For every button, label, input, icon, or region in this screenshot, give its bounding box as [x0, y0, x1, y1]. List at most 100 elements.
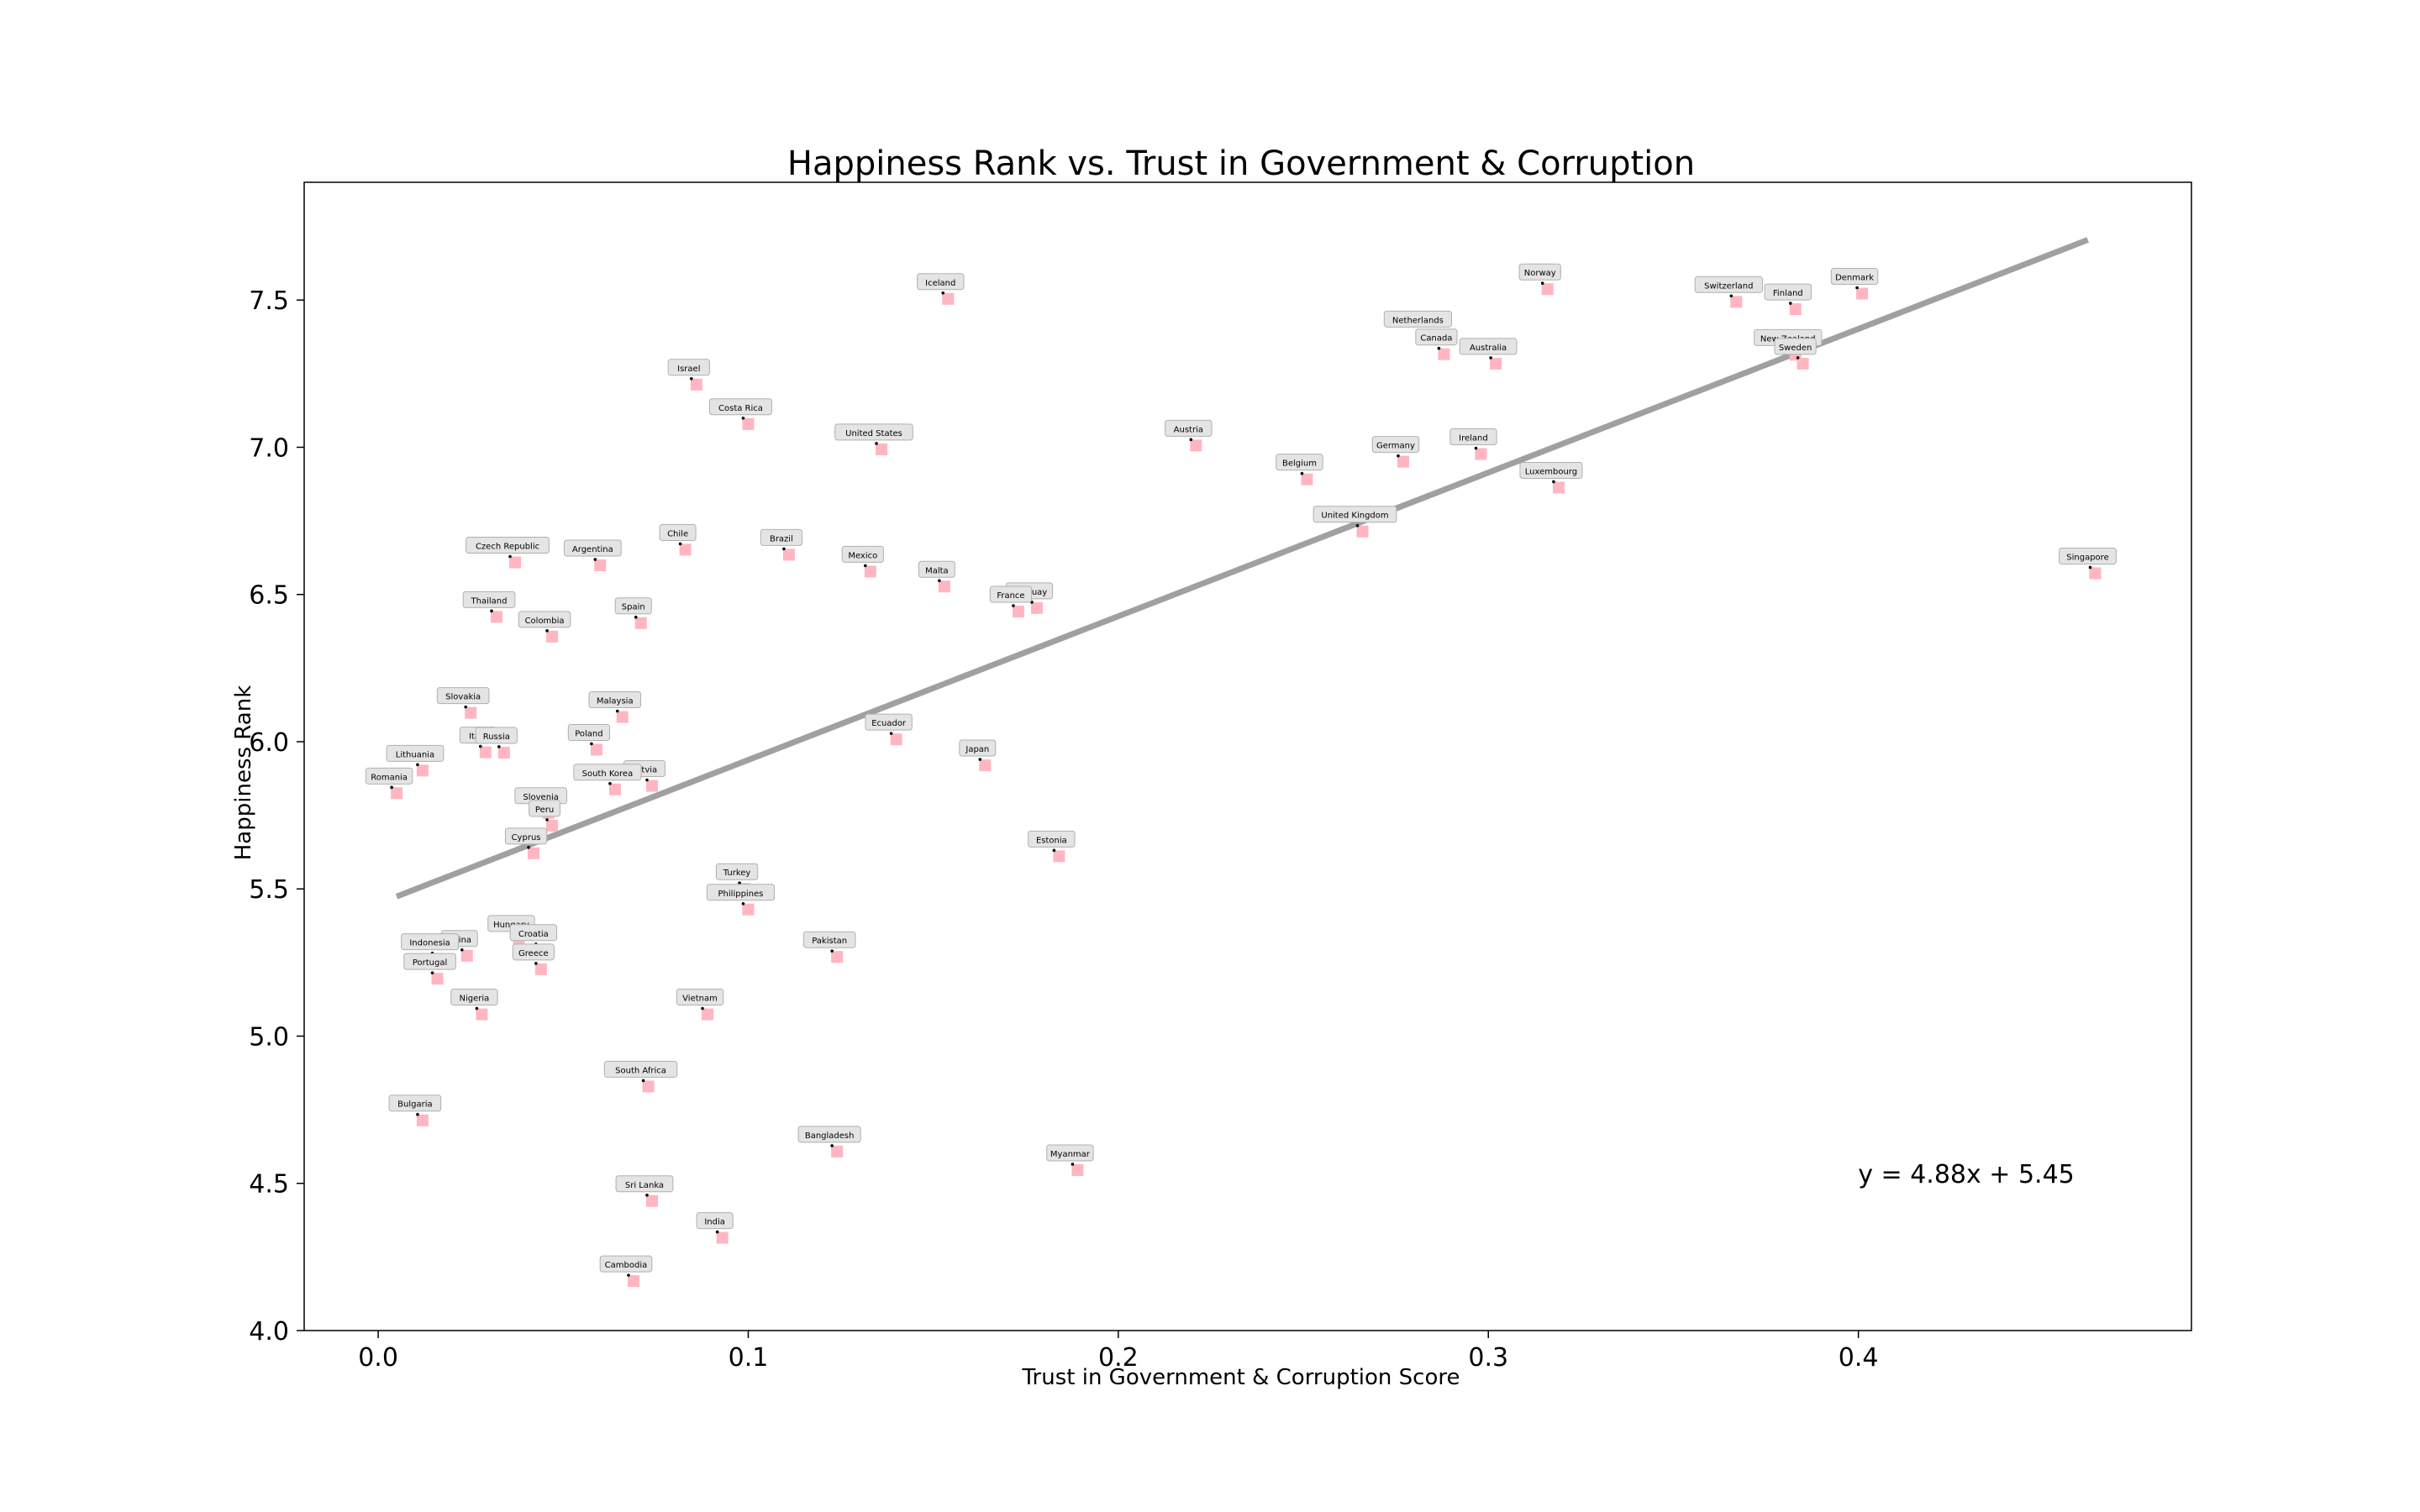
point-label-box	[462, 591, 516, 608]
x-tick-label: 0.1	[729, 1343, 769, 1373]
point-marker	[491, 611, 503, 623]
point-label-box	[918, 560, 955, 578]
point-label: Greece	[518, 949, 549, 958]
point-label-box	[504, 827, 548, 845]
point-anchor-dot	[545, 629, 549, 633]
data-point: France	[989, 585, 1033, 618]
point-marker	[679, 543, 692, 556]
point-label: Thailand	[471, 596, 508, 606]
point-marker	[479, 746, 492, 759]
point-marker	[702, 1008, 714, 1021]
point-anchor-dot	[527, 846, 530, 849]
point-marker	[1797, 357, 1809, 370]
point-label-box	[563, 539, 622, 557]
point-marker	[1490, 357, 1502, 370]
data-point: Sweden	[1774, 338, 1817, 370]
data-point: Bulgaria	[388, 1095, 442, 1126]
point-label: Ireland	[1459, 434, 1488, 444]
point-marker	[742, 903, 755, 916]
point-anchor-dot	[634, 615, 638, 619]
point-anchor-dot	[390, 785, 393, 790]
point-label-box	[573, 764, 642, 781]
point-label-box	[708, 398, 772, 416]
point-label: Australia	[1470, 344, 1507, 353]
point-label: Philippines	[718, 890, 764, 899]
point-label: South Africa	[615, 1066, 666, 1075]
point-marker	[1071, 1163, 1084, 1176]
point-label: Israel	[677, 365, 700, 374]
point-label-box	[466, 537, 550, 554]
point-label: Pakistan	[812, 937, 847, 946]
trendline-equation: y = 4.88x + 5.45	[1858, 1160, 2075, 1189]
point-label-box	[760, 528, 803, 546]
point-label-box	[1774, 338, 1817, 355]
point-label: Slovakia	[445, 693, 481, 702]
point-label-box	[567, 723, 611, 741]
point-anchor-dot	[615, 709, 619, 713]
point-marker	[1397, 455, 1409, 468]
point-anchor-dot	[1437, 346, 1441, 350]
point-anchor-dot	[1788, 302, 1792, 305]
point-anchor-dot	[889, 732, 893, 735]
point-label: Germany	[1376, 442, 1415, 451]
data-point: Nigeria	[450, 989, 498, 1021]
point-label-box	[1371, 436, 1420, 454]
point-anchor-dot	[741, 901, 745, 906]
point-label-box	[365, 767, 413, 785]
point-anchor-dot	[1012, 604, 1015, 607]
y-tick-label: 7.5	[249, 286, 289, 316]
point-marker	[497, 746, 510, 759]
point-label-box	[512, 943, 555, 961]
data-point: Costa Rica	[708, 398, 772, 430]
point-marker	[546, 819, 559, 832]
data-point: Czech Republic	[466, 537, 550, 569]
point-label-box	[475, 727, 518, 744]
point-anchor-dot	[1397, 454, 1400, 458]
point-marker	[890, 733, 902, 746]
point-label-box	[802, 931, 856, 948]
point-anchor-dot	[641, 1079, 645, 1083]
point-label-box	[696, 1212, 734, 1230]
point-label: Myanmar	[1050, 1150, 1091, 1159]
data-point: Denmark	[1830, 267, 1879, 300]
point-label-box	[603, 1060, 678, 1078]
point-anchor-dot	[701, 1006, 704, 1011]
data-point: Belgium	[1276, 454, 1323, 486]
data-point: Peru	[529, 800, 560, 832]
point-marker	[465, 706, 477, 719]
point-label: Bangladesh	[805, 1131, 855, 1141]
point-label: Finland	[1773, 289, 1803, 298]
y-tick-label: 5.5	[249, 875, 289, 905]
point-anchor-dot	[534, 962, 538, 965]
point-label: Cambodia	[605, 1261, 648, 1270]
point-label: Japan	[965, 745, 989, 754]
data-point: Sri Lanka	[615, 1175, 674, 1207]
data-point: Greece	[512, 943, 555, 975]
data-point: Germany	[1371, 436, 1420, 468]
point-label: Latvia	[632, 766, 657, 775]
point-label-box	[509, 924, 558, 942]
point-label-box	[834, 423, 913, 441]
point-label: Spain	[622, 603, 645, 612]
point-anchor-dot	[875, 442, 878, 445]
point-anchor-dot	[1052, 848, 1056, 853]
plot-frame	[303, 181, 2192, 1331]
plot-area	[303, 181, 2192, 1331]
point-label: Colombia	[525, 617, 565, 626]
point-marker	[1789, 303, 1802, 316]
point-marker	[782, 549, 795, 561]
point-anchor-dot	[1540, 281, 1544, 286]
point-label: Malta	[925, 566, 949, 575]
data-point: Austria	[1165, 419, 1213, 452]
point-marker	[1356, 525, 1369, 538]
point-label-box	[1519, 461, 1583, 479]
point-label: Denmark	[1835, 273, 1874, 282]
data-point: Iceland	[917, 273, 965, 305]
data-point: Canada	[1415, 328, 1458, 360]
point-anchor-dot	[490, 609, 493, 613]
point-anchor-dot	[508, 554, 512, 559]
data-points: Norway Denmark Iceland Switzerland Finland Ne…	[365, 263, 2117, 1288]
point-anchor-dot	[678, 542, 682, 546]
point-label-box	[1830, 267, 1879, 285]
